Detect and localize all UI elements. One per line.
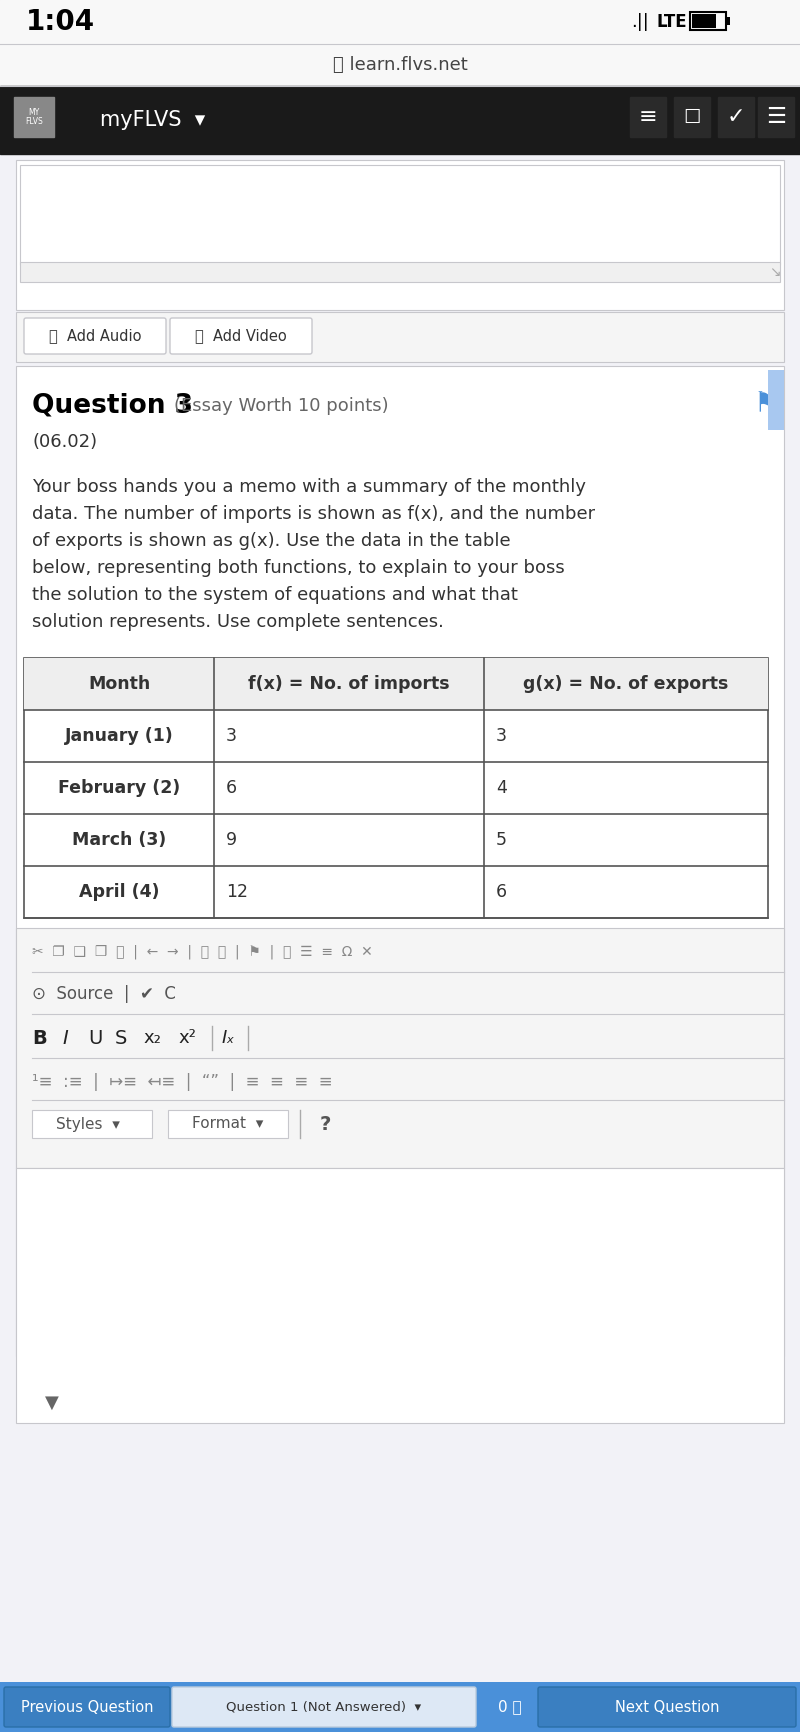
Bar xyxy=(0,43,800,87)
Bar xyxy=(20,165,780,265)
Bar xyxy=(718,97,754,137)
Text: ⚑: ⚑ xyxy=(753,390,778,417)
Text: ↘: ↘ xyxy=(769,265,781,279)
Text: February (2): February (2) xyxy=(58,779,180,797)
Bar xyxy=(0,1682,800,1732)
Text: ✂  ❐  ❑  ❒  ❓  |  ←  →  |  🔗  🔗  |  ⚑  |  🖼  ☰  ≡  Ω  ✕: ✂ ❐ ❑ ❒ ❓ | ← → | 🔗 🔗 | ⚑ | 🖼 ☰ ≡ Ω ✕ xyxy=(32,944,373,960)
Text: Styles  ▾: Styles ▾ xyxy=(56,1117,120,1131)
Bar xyxy=(16,1167,784,1424)
Text: Previous Question: Previous Question xyxy=(21,1699,154,1715)
Text: 🎬  Add Video: 🎬 Add Video xyxy=(195,329,287,343)
Text: Question 1 (Not Answered)  ▾: Question 1 (Not Answered) ▾ xyxy=(226,1701,422,1713)
Bar xyxy=(674,97,710,137)
Text: (06.02): (06.02) xyxy=(32,433,97,450)
Bar xyxy=(24,658,768,710)
Bar xyxy=(690,12,726,29)
Text: .||: .|| xyxy=(631,14,649,31)
Text: Format  ▾: Format ▾ xyxy=(192,1117,264,1131)
Bar xyxy=(726,17,730,24)
Text: ☐: ☐ xyxy=(683,107,701,126)
Text: the solution to the system of equations and what that: the solution to the system of equations … xyxy=(32,585,518,604)
Text: Next Question: Next Question xyxy=(614,1699,719,1715)
Text: of exports is shown as g(x). Use the data in the table: of exports is shown as g(x). Use the dat… xyxy=(32,532,510,551)
Text: 9: 9 xyxy=(226,831,237,849)
Bar xyxy=(16,928,784,1167)
Text: data. The number of imports is shown as f(x), and the number: data. The number of imports is shown as … xyxy=(32,506,595,523)
Text: B: B xyxy=(32,1029,46,1048)
FancyBboxPatch shape xyxy=(172,1687,476,1727)
Text: ☰: ☰ xyxy=(766,107,786,126)
Text: 5: 5 xyxy=(496,831,507,849)
Text: MY
FLVS: MY FLVS xyxy=(25,107,43,126)
Text: f(x) = No. of imports: f(x) = No. of imports xyxy=(248,675,450,693)
Bar xyxy=(630,97,666,137)
Text: ⊙  Source  |  ✔  C: ⊙ Source | ✔ C xyxy=(32,986,176,1003)
Bar xyxy=(758,97,794,137)
FancyBboxPatch shape xyxy=(4,1687,170,1727)
Text: LTE: LTE xyxy=(657,14,687,31)
FancyBboxPatch shape xyxy=(538,1687,796,1727)
Bar xyxy=(16,159,784,310)
Text: 6: 6 xyxy=(226,779,237,797)
FancyBboxPatch shape xyxy=(170,319,312,353)
Text: 🔒 learn.flvs.net: 🔒 learn.flvs.net xyxy=(333,55,467,74)
Bar xyxy=(32,1110,152,1138)
Text: myFLVS  ▾: myFLVS ▾ xyxy=(100,111,206,130)
Text: 4: 4 xyxy=(496,779,507,797)
Text: Month: Month xyxy=(88,675,150,693)
Text: (Essay Worth 10 points): (Essay Worth 10 points) xyxy=(174,397,389,416)
Text: Question 3: Question 3 xyxy=(32,393,193,419)
Text: 3: 3 xyxy=(226,727,237,745)
Bar xyxy=(168,1110,288,1138)
Text: April (4): April (4) xyxy=(78,883,159,901)
Bar xyxy=(24,658,768,918)
Text: Iₓ: Iₓ xyxy=(222,1029,235,1048)
Text: U: U xyxy=(88,1029,102,1048)
Text: below, representing both functions, to explain to your boss: below, representing both functions, to e… xyxy=(32,559,565,577)
Text: ¹≡  :≡  |  ↦≡  ↤≡  |  “”  |  ≡  ≡  ≡  ≡: ¹≡ :≡ | ↦≡ ↤≡ | “” | ≡ ≡ ≡ ≡ xyxy=(32,1074,333,1091)
Bar xyxy=(16,365,784,1356)
Bar xyxy=(692,14,716,28)
Text: 0 📷: 0 📷 xyxy=(498,1699,522,1715)
Text: ≡: ≡ xyxy=(638,107,658,126)
Text: 1:04: 1:04 xyxy=(26,9,94,36)
Text: 3: 3 xyxy=(496,727,507,745)
Text: S: S xyxy=(115,1029,127,1048)
Text: Your boss hands you a memo with a summary of the monthly: Your boss hands you a memo with a summar… xyxy=(32,478,586,495)
Bar xyxy=(20,262,780,282)
Text: ✓: ✓ xyxy=(726,107,746,126)
Text: g(x) = No. of exports: g(x) = No. of exports xyxy=(523,675,729,693)
Bar xyxy=(0,87,800,154)
Text: 🎤  Add Audio: 🎤 Add Audio xyxy=(49,329,142,343)
Text: solution represents. Use complete sentences.: solution represents. Use complete senten… xyxy=(32,613,444,630)
Text: ?: ? xyxy=(320,1114,331,1133)
Text: March (3): March (3) xyxy=(72,831,166,849)
Text: ▼: ▼ xyxy=(45,1394,59,1412)
Bar xyxy=(0,0,800,43)
Text: 12: 12 xyxy=(226,883,248,901)
Bar xyxy=(16,312,784,362)
Text: x₂: x₂ xyxy=(143,1029,161,1048)
Text: I: I xyxy=(62,1029,68,1048)
Bar xyxy=(768,371,784,430)
FancyBboxPatch shape xyxy=(24,319,166,353)
Text: x²: x² xyxy=(178,1029,196,1048)
Bar xyxy=(14,97,54,137)
Text: 6: 6 xyxy=(496,883,507,901)
Text: January (1): January (1) xyxy=(65,727,174,745)
